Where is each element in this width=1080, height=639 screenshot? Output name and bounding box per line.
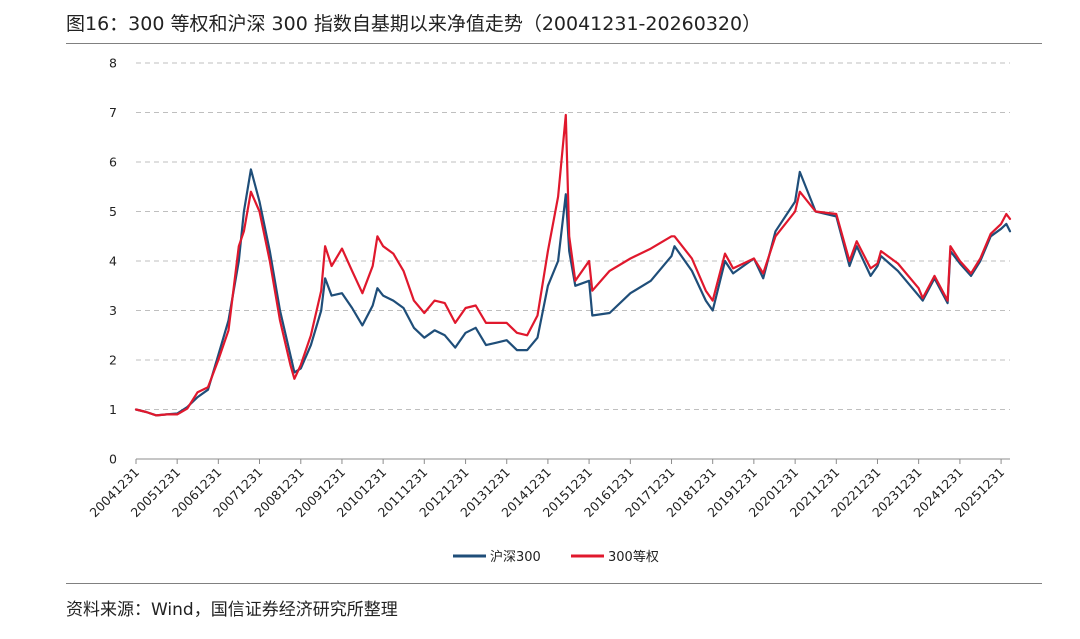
y-tick-label: 4 [109, 254, 117, 269]
legend: 沪深300 300等权 [453, 549, 659, 565]
series-line-equal-weight [134, 113, 1012, 417]
y-tick-label: 5 [109, 204, 117, 219]
y-tick-label: 2 [109, 353, 117, 368]
line-chart: 0 1 2 3 4 5 6 7 8 200412312005123120061231200712… [87, 56, 1012, 565]
y-tick-label: 8 [109, 56, 117, 71]
y-tick-label: 7 [109, 105, 117, 120]
y-tick-label: 1 [109, 402, 117, 417]
top-divider [66, 43, 1042, 44]
figure-title: 图16：300 等权和沪深 300 指数自基期以来净值走势（20041231-2… [66, 13, 762, 35]
legend-label-equal-weight: 300等权 [608, 549, 659, 565]
y-tick-label: 6 [109, 155, 117, 170]
x-axis-ticks: 2004123120051231200612312007123120081231… [87, 459, 1007, 520]
legend-label-csi300: 沪深300 [490, 549, 541, 565]
series-lines [134, 113, 1012, 417]
y-axis-tick-labels: 0 1 2 3 4 5 6 7 8 [109, 56, 117, 467]
y-tick-label: 3 [109, 303, 117, 318]
source-note: 资料来源：Wind，国信证券经济研究所整理 [66, 600, 398, 620]
series-line-csi300 [134, 168, 1012, 417]
bottom-divider [66, 583, 1042, 584]
y-tick-label: 0 [109, 452, 117, 467]
